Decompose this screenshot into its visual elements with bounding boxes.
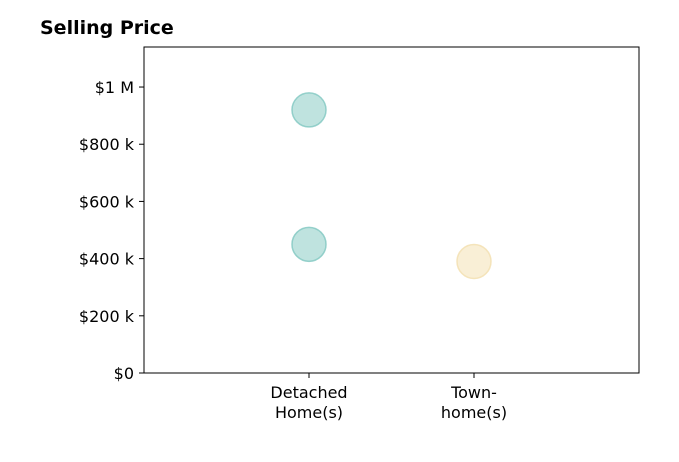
- y-tick-label: $800 k: [79, 135, 135, 154]
- data-point: [291, 226, 327, 263]
- x-tick-label: Home(s): [275, 403, 343, 422]
- x-tick-label: Town-: [450, 383, 497, 402]
- labels-layer: $0 $200 k $400 k $600 k $800 k $1 M DetachedHo…: [79, 78, 507, 422]
- data-point: [291, 92, 327, 128]
- plot-frame: [143, 46, 640, 374]
- y-tick-label: $0: [114, 364, 134, 383]
- points-layer: [291, 92, 492, 280]
- y-tick-label: $600 k: [79, 192, 135, 211]
- x-tick-label: home(s): [441, 403, 507, 422]
- y-tick-label: $200 k: [79, 307, 135, 326]
- y-tick-label: $400 k: [79, 250, 135, 269]
- data-point: [456, 243, 492, 280]
- x-tick-label: Detached: [270, 383, 347, 402]
- chart-title: Selling Price: [40, 17, 174, 39]
- axes-layer: [139, 46, 640, 378]
- y-tick-label: $1 M: [95, 78, 134, 97]
